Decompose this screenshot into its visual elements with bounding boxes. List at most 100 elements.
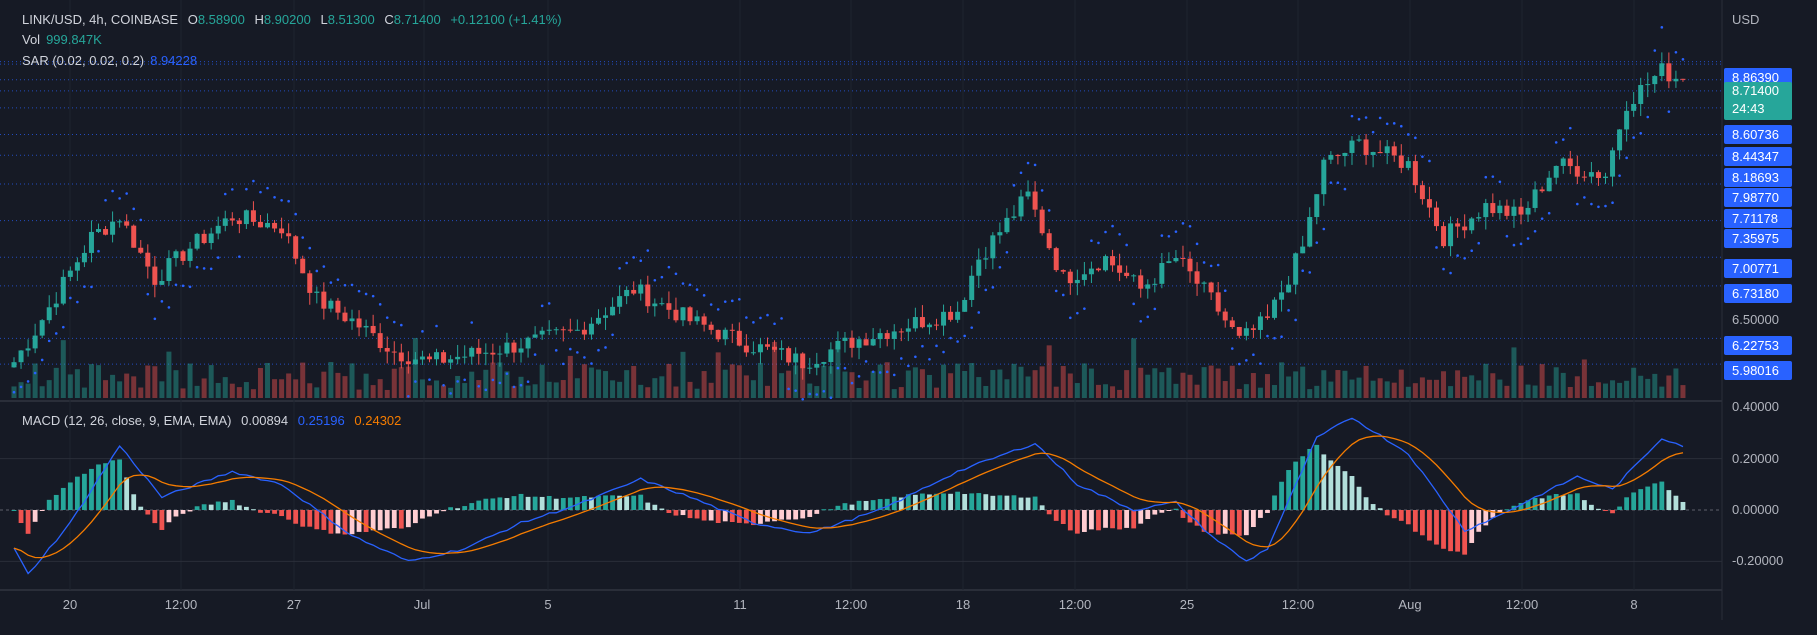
- candle-body: [1370, 151, 1376, 155]
- volume-bar: [208, 365, 214, 398]
- candle-body: [1314, 194, 1320, 218]
- candle-body: [595, 317, 601, 324]
- macd-histogram-bar: [765, 510, 770, 522]
- macd-histogram-bar: [236, 505, 242, 510]
- volume-bar: [1314, 385, 1320, 398]
- sar-dot: [554, 349, 558, 352]
- volume-bar: [426, 385, 432, 398]
- volume-bar: [1476, 380, 1482, 398]
- macd-histogram-bar: [694, 510, 700, 519]
- sar-dot: [773, 322, 776, 326]
- sar-dot: [1519, 242, 1523, 246]
- candle-body: [1321, 159, 1327, 195]
- volume-bar: [715, 352, 721, 398]
- candle-body: [1032, 191, 1038, 210]
- volume-bar: [1180, 372, 1186, 398]
- macd-histogram-bar: [701, 510, 707, 521]
- price-axis-label: 6.22753: [1724, 336, 1792, 355]
- candle-body: [638, 284, 644, 294]
- volume-bar: [1004, 379, 1010, 398]
- volume-bar: [103, 380, 109, 398]
- sar-dot: [428, 378, 431, 381]
- volume-bar: [1173, 383, 1179, 398]
- candle-body: [448, 359, 454, 363]
- sar-dot: [646, 249, 650, 252]
- volume-bar: [173, 370, 179, 398]
- sar-dot: [667, 265, 671, 269]
- volume-bar: [1504, 385, 1510, 398]
- candle-body: [412, 359, 418, 365]
- sar-dot: [97, 249, 100, 253]
- sar-dot: [477, 384, 481, 388]
- volume-bar: [1095, 384, 1101, 398]
- candle-body: [1462, 226, 1468, 231]
- candle-body: [335, 300, 341, 313]
- macd-histogram-bar: [715, 510, 721, 524]
- volume-bar: [990, 370, 996, 398]
- macd-histogram-bar: [103, 463, 108, 510]
- macd-histogram-bar: [842, 503, 848, 510]
- macd-histogram-bar: [1680, 501, 1686, 510]
- macd-histogram-bar: [525, 496, 531, 510]
- sar-dot: [597, 348, 600, 352]
- volume-bar: [180, 388, 186, 398]
- candle-body: [236, 220, 242, 225]
- candle-body: [307, 273, 313, 293]
- macd-histogram-bar: [652, 504, 658, 510]
- volume-bar: [1257, 387, 1263, 398]
- sar-dot: [766, 313, 769, 317]
- candle-body: [391, 351, 397, 353]
- volume-bar: [842, 371, 848, 398]
- sar-dot: [407, 395, 410, 398]
- candle-body: [624, 289, 630, 297]
- candle-body: [793, 353, 799, 363]
- macd-histogram-bar: [631, 495, 637, 510]
- symbol-label[interactable]: LINK/USD, 4h, COINBASE: [22, 12, 179, 27]
- macd-histogram-bar: [370, 510, 376, 531]
- sar-dot: [125, 192, 128, 195]
- candle-body: [1384, 146, 1390, 154]
- macd-histogram-bar: [645, 502, 651, 510]
- sar-dot: [963, 334, 966, 338]
- price-axis-label: 7.98770: [1724, 188, 1792, 207]
- sar-dot: [1012, 184, 1016, 187]
- sar-dot: [576, 351, 579, 354]
- macd-axis-label: 0.00000: [1732, 502, 1779, 517]
- sar-dot: [1547, 211, 1551, 215]
- sar-dot: [1484, 175, 1488, 179]
- macd-histogram-bar: [504, 498, 510, 510]
- sar-dot: [1667, 110, 1671, 113]
- sar-dot: [202, 267, 206, 270]
- volume-bar: [1279, 362, 1285, 398]
- volume-bar: [321, 371, 327, 398]
- sar-dot: [1378, 116, 1382, 120]
- macd-histogram-bar: [511, 496, 517, 510]
- volume-bar: [511, 386, 517, 398]
- currency-label[interactable]: USD: [1732, 12, 1760, 27]
- volume-bar: [243, 382, 249, 398]
- sar-dot: [1590, 202, 1593, 206]
- sar-dot: [561, 362, 565, 366]
- volume-bar: [786, 370, 792, 398]
- sar-legend[interactable]: SAR (0.02, 0.02, 0.2) 8.94228: [22, 53, 203, 68]
- sar-dot: [1329, 181, 1333, 184]
- macd-legend[interactable]: MACD (12, 26, close, 9, EMA, EMA) 0.0089…: [22, 413, 407, 428]
- volume-bar: [279, 379, 285, 398]
- volume-bar: [1617, 382, 1623, 398]
- candle-body: [1448, 223, 1454, 247]
- sar-dot: [836, 366, 840, 370]
- sar-dot: [414, 380, 417, 383]
- sar-dot: [1597, 205, 1600, 209]
- volume-legend[interactable]: Vol 999.847K: [22, 32, 108, 47]
- volume-bar: [328, 362, 334, 398]
- candle-body: [708, 324, 714, 330]
- volume-bar: [152, 366, 158, 398]
- sar-dot: [1428, 159, 1431, 163]
- volume-bar: [1264, 374, 1270, 398]
- sar-dot: [1512, 243, 1516, 247]
- candle-body: [1300, 246, 1306, 254]
- sar-dot: [639, 259, 643, 262]
- candle-body: [250, 210, 256, 222]
